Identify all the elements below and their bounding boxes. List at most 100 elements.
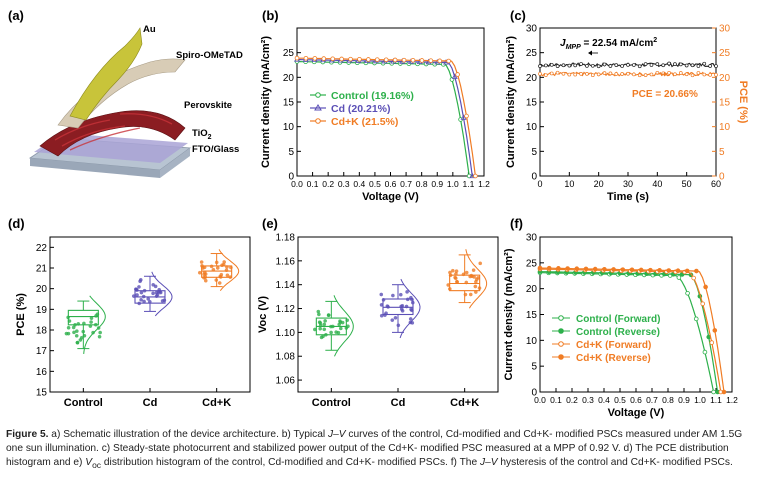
data-point	[473, 284, 478, 289]
data-point	[419, 58, 425, 63]
data-point	[690, 63, 695, 68]
data-point	[224, 268, 229, 273]
caption-jv-2: J–V	[479, 457, 498, 469]
data-point	[156, 290, 161, 294]
data-point	[565, 266, 570, 271]
legend-swatch-marker	[315, 92, 321, 98]
data-point	[399, 304, 404, 309]
data-point	[629, 267, 635, 273]
data-point	[392, 57, 398, 63]
chart-f: 0 5 10 15 20 25 30 0.0 0.1 0.2 0.3 0.4 0.5 0.6 0.7 0.8 0…	[503, 233, 738, 420]
data-point	[473, 173, 478, 179]
data-point	[217, 281, 222, 285]
data-point	[96, 326, 101, 330]
y-tick-label: 15	[36, 388, 48, 399]
data-point	[76, 322, 81, 326]
data-point	[374, 57, 380, 62]
data-point	[336, 330, 341, 335]
chart-d: 15 16 17 18 19 20 21 22 PCE (%) Control Cd Cd+K	[15, 236, 251, 409]
y-tick-label: 20	[283, 73, 295, 84]
x-axis-label: Voltage (V)	[608, 407, 665, 419]
data-point	[318, 326, 323, 331]
data-point	[410, 308, 414, 313]
data-point	[579, 72, 583, 76]
x-tick-label: 50	[682, 179, 692, 189]
data-point	[590, 63, 595, 68]
data-point	[348, 56, 353, 62]
y-tick-label: 1.12	[276, 304, 296, 315]
y-tick-label: 5	[531, 147, 537, 158]
x-tick-label: 60	[711, 179, 721, 189]
chart-b: 0 5 10 15 20 25 0.0 0.1 0.2 0.3 0.4 0.5 0.6 0.7 0.8 0.9…	[260, 27, 490, 203]
data-point	[463, 292, 468, 297]
data-point	[66, 331, 71, 336]
y-tick-label: 20	[36, 284, 48, 295]
data-point	[88, 324, 93, 328]
data-point	[379, 313, 384, 318]
data-point	[89, 320, 93, 324]
data-point	[91, 330, 95, 335]
data-point	[138, 279, 142, 284]
data-point	[574, 266, 580, 272]
data-point	[614, 72, 619, 76]
data-point	[585, 72, 589, 76]
distribution-curve	[218, 249, 240, 292]
panel-a: (a) Au Spiro-OMeTAD Perovskite TiO2 FTO/…	[8, 8, 243, 178]
data-point	[410, 297, 414, 302]
data-point	[666, 268, 672, 273]
data-point	[383, 313, 387, 317]
data-point	[555, 70, 560, 75]
data-point	[464, 280, 469, 285]
x-tick-label: 0.7	[646, 395, 658, 405]
y-tick-label: 16	[36, 367, 48, 378]
data-point	[626, 71, 630, 76]
data-point	[324, 332, 328, 337]
fto-glass-side2	[160, 148, 190, 178]
data-point	[708, 64, 712, 68]
plot-frame	[296, 27, 485, 177]
data-point	[473, 290, 478, 294]
data-point	[410, 58, 416, 63]
data-point	[573, 72, 578, 77]
pce-annotation: PCE = 20.66%	[632, 89, 698, 100]
data-point	[73, 323, 77, 327]
data-point	[684, 72, 689, 77]
data-point	[567, 63, 572, 68]
x-tick-label: 0.6	[630, 395, 642, 405]
x-tick-label: 0.4	[353, 179, 365, 189]
data-point	[714, 64, 718, 68]
data-point	[702, 72, 707, 77]
y-tick-label: 25	[526, 258, 538, 269]
data-point	[137, 285, 141, 289]
data-point	[228, 275, 233, 279]
data-point	[675, 268, 681, 274]
data-point	[590, 73, 595, 78]
y-tick-label: 25	[283, 48, 295, 59]
data-point	[146, 297, 151, 301]
data-point	[678, 62, 683, 67]
caption-voc-sub: oc	[92, 460, 102, 471]
data-point	[400, 309, 405, 313]
data-point	[151, 282, 156, 287]
data-point	[225, 273, 230, 278]
y2-tick-label: 15	[719, 98, 731, 109]
x-tick-label: 10	[564, 179, 574, 189]
category-label: Cd+K	[450, 397, 479, 409]
y2-tick-label: 5	[719, 147, 725, 158]
data-point	[137, 301, 142, 306]
y-tick-label: 1.18	[276, 233, 296, 244]
data-point	[555, 64, 560, 68]
x-tick-label: 0.4	[598, 395, 610, 405]
y2-tick-label: 0	[719, 172, 725, 183]
layer-label-au: Au	[143, 24, 156, 35]
data-point	[79, 335, 84, 340]
data-point	[303, 55, 309, 61]
data-point	[667, 70, 671, 75]
y-axis-label: Current density (mA/cm²)	[260, 36, 272, 168]
legend-label: Control (Forward)	[576, 314, 660, 325]
distribution-curve	[333, 295, 354, 357]
data-point	[393, 315, 398, 320]
data-point	[339, 56, 344, 62]
y-tick-label: 10	[283, 122, 295, 133]
y-tick-label: 5	[288, 147, 294, 158]
